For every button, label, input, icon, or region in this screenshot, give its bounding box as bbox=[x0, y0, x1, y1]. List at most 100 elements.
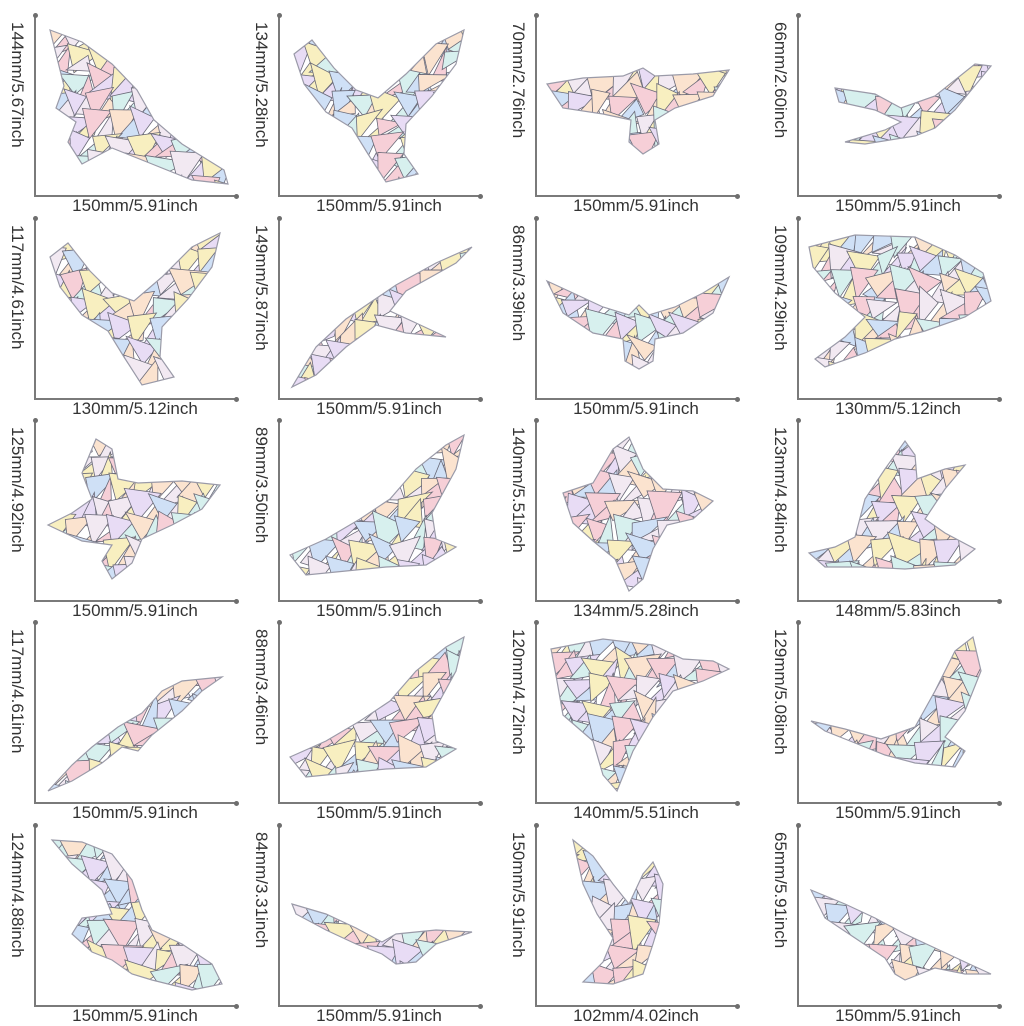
height-label-wrap: 65mm/5.91inch bbox=[769, 832, 791, 1002]
height-label-wrap: 66mm/2.60inch bbox=[769, 22, 791, 192]
bird-sticker-icon bbox=[42, 24, 232, 189]
height-axis-line bbox=[797, 623, 799, 804]
height-label-wrap: 109mm/4.29inch bbox=[769, 225, 791, 395]
height-label-wrap: 144mm/5.67inch bbox=[6, 22, 28, 192]
height-label: 84mm/3.31inch bbox=[251, 832, 271, 948]
height-axis-line bbox=[535, 623, 537, 804]
height-label-wrap: 70mm/2.76inch bbox=[507, 22, 529, 192]
height-label: 120mm/4.72inch bbox=[508, 629, 528, 755]
height-label-wrap: 125mm/4.92inch bbox=[6, 427, 28, 597]
axis-end-dot bbox=[796, 620, 801, 625]
height-label-wrap: 89mm/3.50inch bbox=[250, 427, 272, 597]
axis-end-dot bbox=[33, 418, 38, 423]
bird-sticker-icon bbox=[543, 24, 733, 189]
bird-sticker-icon bbox=[805, 834, 995, 999]
dimension-frame bbox=[797, 623, 999, 804]
height-axis-line bbox=[34, 826, 36, 1007]
height-label-wrap: 123mm/4.84inch bbox=[769, 427, 791, 597]
bird-sticker-icon bbox=[805, 24, 995, 189]
axis-end-dot bbox=[796, 216, 801, 221]
axis-end-dot bbox=[796, 418, 801, 423]
height-label: 117mm/4.61inch bbox=[7, 629, 27, 753]
height-axis-line bbox=[278, 826, 280, 1007]
dimension-frame bbox=[278, 623, 480, 804]
bird-sticker-icon bbox=[805, 631, 995, 796]
height-axis-line bbox=[797, 826, 799, 1007]
height-label-wrap: 117mm/4.61inch bbox=[6, 629, 28, 799]
axis-end-dot bbox=[277, 823, 282, 828]
axis-end-dot bbox=[796, 13, 801, 18]
height-label: 109mm/4.29inch bbox=[770, 225, 790, 351]
height-axis-line bbox=[34, 623, 36, 804]
height-label-wrap: 140mm/5.51inch bbox=[507, 427, 529, 597]
height-axis-line bbox=[278, 219, 280, 400]
dimension-frame bbox=[797, 16, 999, 197]
dimension-frame bbox=[34, 421, 236, 602]
bird-sticker-icon bbox=[543, 631, 733, 796]
height-axis-line bbox=[34, 219, 36, 400]
height-label: 124mm/4.88inch bbox=[7, 832, 27, 958]
dimension-frame bbox=[535, 219, 737, 400]
axis-end-dot bbox=[33, 620, 38, 625]
dimension-frame bbox=[535, 623, 737, 804]
bird-sticker-icon bbox=[805, 429, 995, 594]
height-label: 129mm/5.08inch bbox=[770, 629, 790, 755]
height-axis-line bbox=[797, 219, 799, 400]
dimension-frame bbox=[278, 826, 480, 1007]
dimension-frame bbox=[278, 16, 480, 197]
bird-sticker-icon bbox=[42, 631, 232, 796]
height-axis-line bbox=[34, 421, 36, 602]
height-label: 149mm/5.87inch bbox=[251, 225, 271, 351]
height-label: 89mm/3.50inch bbox=[251, 427, 271, 543]
axis-end-dot bbox=[534, 216, 539, 221]
axis-end-dot bbox=[534, 823, 539, 828]
dimension-frame bbox=[278, 421, 480, 602]
height-axis-line bbox=[797, 16, 799, 197]
width-label: 102mm/4.02inch bbox=[535, 1006, 737, 1026]
height-label: 125mm/4.92inch bbox=[7, 427, 27, 553]
bird-sticker-icon bbox=[543, 227, 733, 392]
height-axis-line bbox=[278, 623, 280, 804]
height-label-wrap: 149mm/5.87inch bbox=[250, 225, 272, 395]
height-label: 65mm/5.91inch bbox=[770, 832, 790, 948]
height-label: 140mm/5.51inch bbox=[508, 427, 528, 553]
height-label: 88mm/3.46inch bbox=[251, 629, 271, 745]
bird-sticker-icon bbox=[286, 429, 476, 594]
dimension-frame bbox=[535, 16, 737, 197]
axis-end-dot bbox=[33, 823, 38, 828]
height-axis-line bbox=[535, 16, 537, 197]
axis-end-dot bbox=[33, 216, 38, 221]
bird-sticker-icon bbox=[286, 834, 476, 999]
axis-end-dot bbox=[534, 13, 539, 18]
height-label-wrap: 120mm/4.72inch bbox=[507, 629, 529, 799]
bird-sticker-icon bbox=[286, 24, 476, 189]
height-axis-line bbox=[278, 421, 280, 602]
height-label: 144mm/5.67inch bbox=[7, 22, 27, 148]
height-label-wrap: 86mm/3.39inch bbox=[507, 225, 529, 395]
height-label: 150mm/5.91inch bbox=[508, 832, 528, 958]
dimension-frame bbox=[535, 421, 737, 602]
height-axis-line bbox=[535, 421, 537, 602]
height-label: 66mm/2.60inch bbox=[770, 22, 790, 138]
axis-end-dot bbox=[796, 823, 801, 828]
height-axis-line bbox=[797, 421, 799, 602]
axis-end-dot bbox=[277, 13, 282, 18]
dimension-frame bbox=[34, 623, 236, 804]
dimension-frame bbox=[34, 16, 236, 197]
dimension-frame bbox=[797, 421, 999, 602]
dimension-frame bbox=[797, 219, 999, 400]
height-label: 117mm/4.61inch bbox=[7, 225, 27, 349]
axis-end-dot bbox=[534, 418, 539, 423]
axis-end-dot bbox=[277, 620, 282, 625]
